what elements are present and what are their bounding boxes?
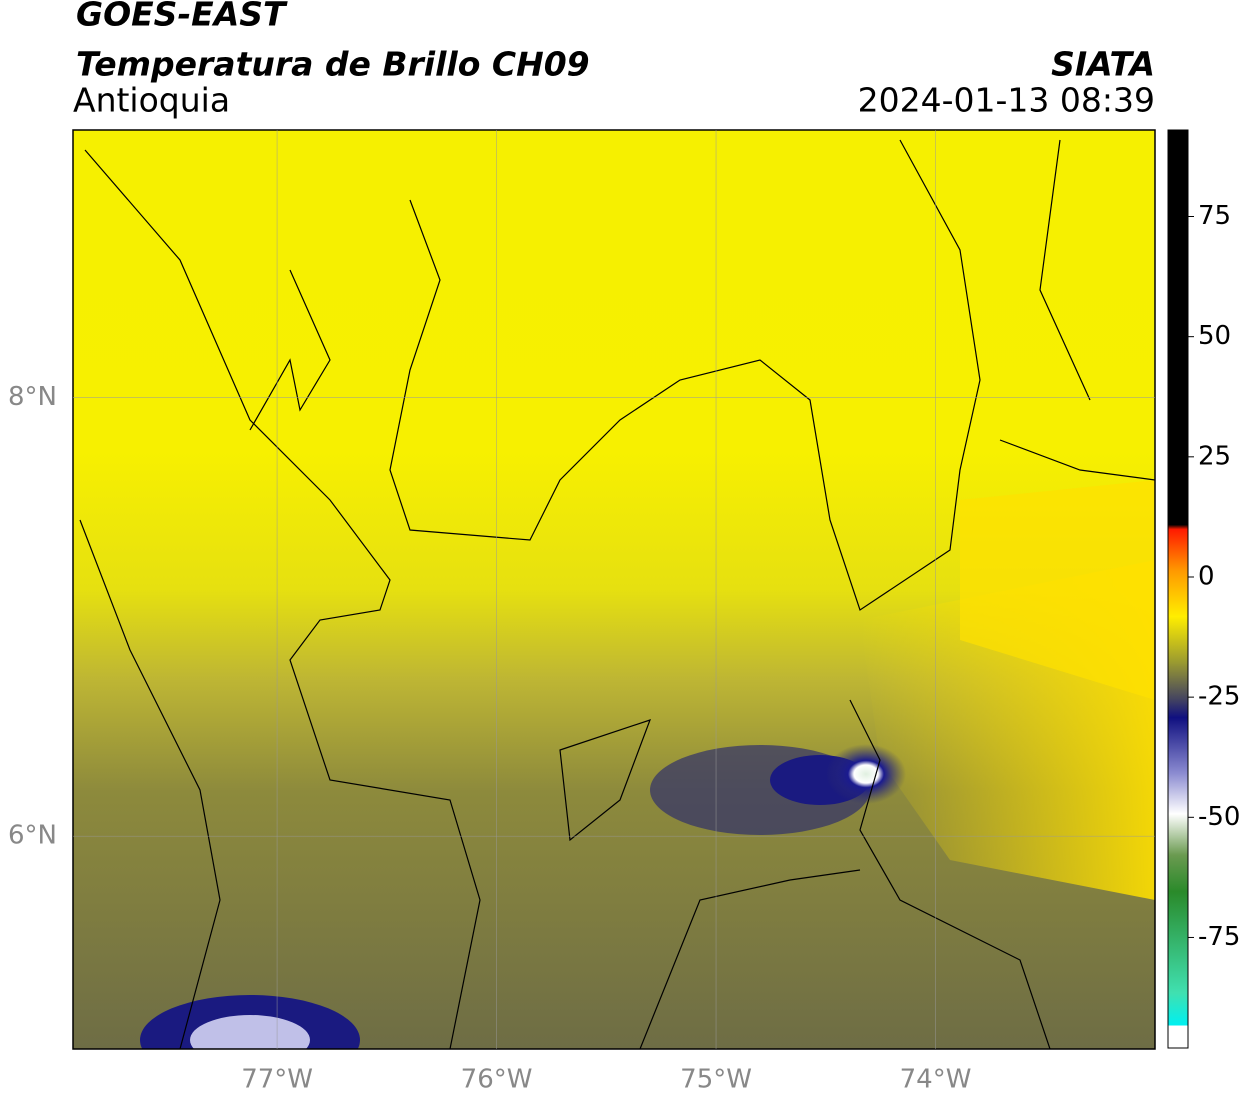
colorbar-tick-label: -75 xyxy=(1198,922,1240,952)
x-tick-label: 74°W xyxy=(900,1065,972,1095)
colorbar-tick-label: 25 xyxy=(1198,441,1231,471)
datetime-label: 2024-01-13 08:39 xyxy=(858,81,1155,120)
y-tick-label: 6°N xyxy=(8,821,57,851)
region-label: Antioquia xyxy=(73,81,230,120)
map-frame xyxy=(72,129,1156,1050)
colorbar xyxy=(1167,129,1189,1049)
x-tick-label: 76°W xyxy=(461,1065,533,1095)
y-tick-label: 8°N xyxy=(8,382,57,412)
x-tick-label: 77°W xyxy=(241,1065,313,1095)
axes: 77°W 76°W 75°W 74°W 8°N 6°N 75 50 25 0 -25 -50 -75 xyxy=(8,130,1240,1095)
colorbar-tick-label: 50 xyxy=(1198,321,1231,351)
colorbar-tick-label: -50 xyxy=(1198,802,1240,832)
product-title: Temperatura de Brillo CH09 xyxy=(76,45,590,84)
x-tick-label: 75°W xyxy=(680,1065,752,1095)
map-image xyxy=(73,130,1155,1049)
colorbar-tick-label: 75 xyxy=(1198,201,1231,231)
colorbar-tick-label: 0 xyxy=(1198,561,1215,591)
source-label: SIATA xyxy=(1051,45,1155,84)
colorbar-tick-label: -25 xyxy=(1198,682,1240,712)
satellite-title: GOES-EAST xyxy=(76,0,288,34)
